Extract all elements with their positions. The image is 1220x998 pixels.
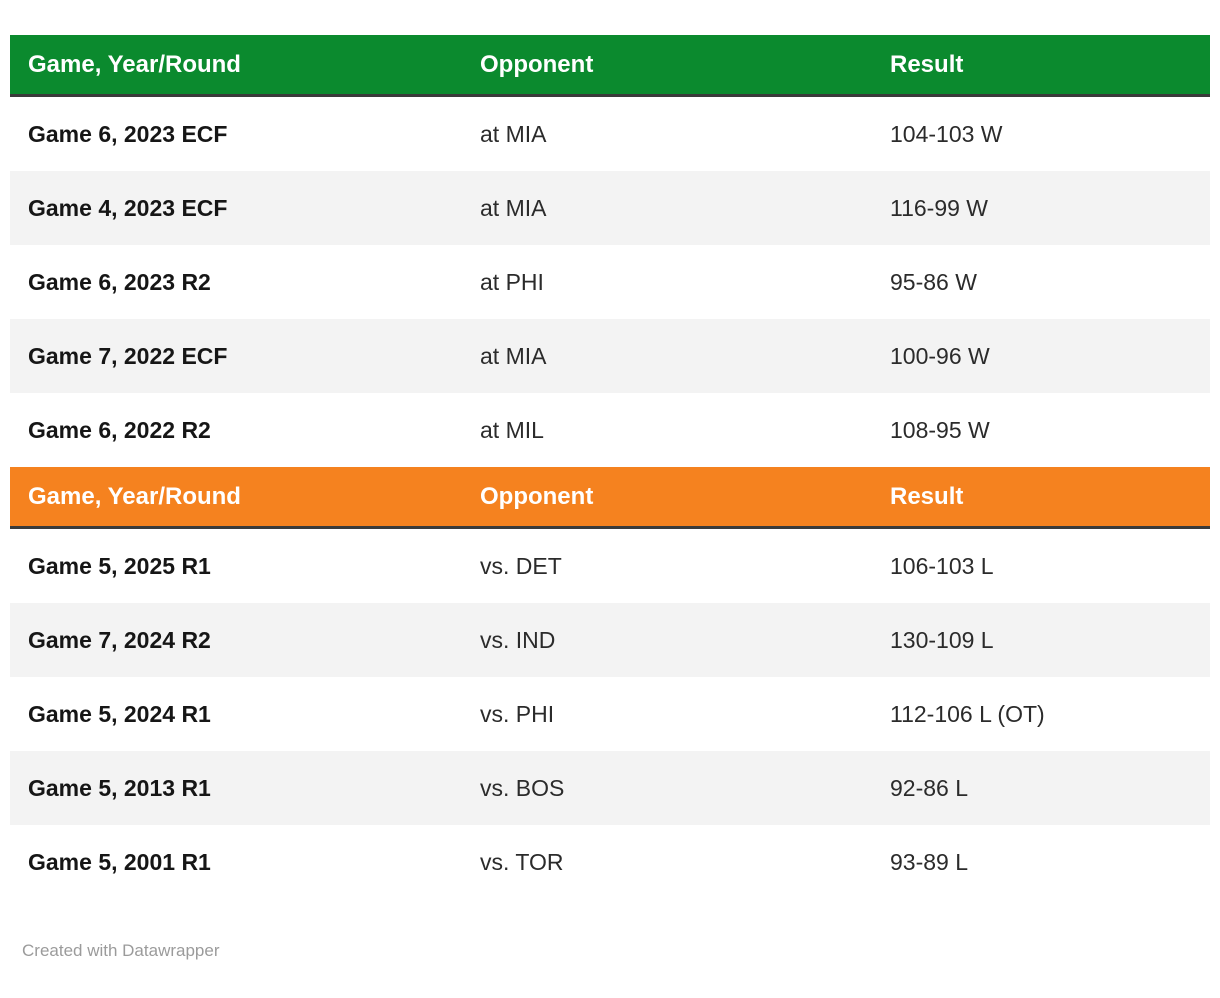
cell-result: 130-109 L [890, 626, 994, 653]
cell-opponent: vs. TOR [480, 848, 564, 875]
column-header-result: Result [890, 50, 964, 78]
cell-result: 116-99 W [890, 194, 989, 221]
cell-opponent: at PHI [480, 268, 544, 295]
table-row: Game 7, 2022 ECF at MIA 100-96 W [10, 319, 1210, 393]
column-header-result: Result [890, 482, 964, 510]
table-row: Game 6, 2023 ECF at MIA 104-103 W [10, 97, 1210, 171]
cell-opponent: vs. IND [480, 626, 556, 653]
cell-game: Game 6, 2023 R2 [28, 268, 211, 295]
table-row: Game 5, 2013 R1 vs. BOS 92-86 L [10, 751, 1210, 825]
table-row: Game 7, 2024 R2 vs. IND 130-109 L [10, 603, 1210, 677]
cell-game: Game 5, 2001 R1 [28, 848, 211, 875]
column-header-opponent: Opponent [480, 482, 594, 510]
column-header-game: Game, Year/Round [28, 50, 241, 78]
table-row: Game 5, 2001 R1 vs. TOR 93-89 L [10, 825, 1210, 899]
table-row: Game 4, 2023 ECF at MIA 116-99 W [10, 171, 1210, 245]
cell-result: 112-106 L (OT) [890, 700, 1045, 727]
table-row: Game 6, 2023 R2 at PHI 95-86 W [10, 245, 1210, 319]
cell-opponent: at MIA [480, 120, 547, 147]
cell-result: 100-96 W [890, 342, 990, 369]
cell-result: 104-103 W [890, 120, 1003, 147]
cell-game: Game 5, 2025 R1 [28, 552, 211, 579]
cell-game: Game 6, 2023 ECF [28, 120, 228, 147]
cell-result: 93-89 L [890, 848, 969, 875]
cell-opponent: vs. BOS [480, 774, 565, 801]
table-row: Game 6, 2022 R2 at MIL 108-95 W [10, 393, 1210, 467]
column-header-game: Game, Year/Round [28, 482, 241, 510]
losses-table-header: Game, Year/Round Opponent Result [10, 467, 1210, 529]
cell-game: Game 6, 2022 R2 [28, 416, 211, 443]
cell-game: Game 5, 2013 R1 [28, 774, 211, 801]
cell-game: Game 7, 2024 R2 [28, 626, 211, 653]
cell-game: Game 7, 2022 ECF [28, 342, 228, 369]
cell-result: 106-103 L [890, 552, 994, 579]
cell-result: 108-95 W [890, 416, 990, 443]
cell-opponent: at MIA [480, 194, 547, 221]
losses-table: Game, Year/Round Opponent Result Game 5,… [10, 467, 1210, 899]
column-header-opponent: Opponent [480, 50, 594, 78]
cell-game: Game 5, 2024 R1 [28, 700, 211, 727]
cell-opponent: vs. PHI [480, 700, 555, 727]
table-row: Game 5, 2024 R1 vs. PHI 112-106 L (OT) [10, 677, 1210, 751]
wins-table: Game, Year/Round Opponent Result Game 6,… [10, 35, 1210, 467]
datawrapper-credit: Created with Datawrapper [22, 941, 220, 960]
cell-result: 92-86 L [890, 774, 969, 801]
cell-opponent: vs. DET [480, 552, 562, 579]
wins-table-header: Game, Year/Round Opponent Result [10, 35, 1210, 97]
cell-opponent: at MIL [480, 416, 544, 443]
cell-game: Game 4, 2023 ECF [28, 194, 228, 221]
cell-result: 95-86 W [890, 268, 977, 295]
cell-opponent: at MIA [480, 342, 547, 369]
table-row: Game 5, 2025 R1 vs. DET 106-103 L [10, 529, 1210, 603]
